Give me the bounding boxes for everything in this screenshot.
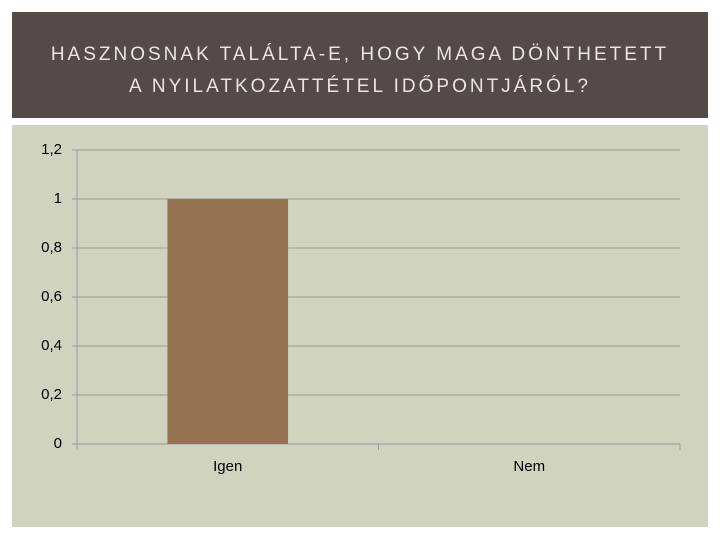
chart-title: A NYILATKOZATTÉTEL IDŐPONTJÁRÓL? <box>129 75 591 97</box>
y-tick-label: 0,6 <box>41 288 62 305</box>
x-tick-label: Nem <box>513 458 545 475</box>
y-tick-label: 1,2 <box>41 141 62 158</box>
y-tick-label: 0,8 <box>41 239 62 256</box>
y-tick-label: 0,4 <box>41 337 62 354</box>
bar <box>167 199 289 444</box>
y-tick-label: 0,2 <box>41 386 62 403</box>
chart-title: HASZNOSNAK TALÁLTA-E, HOGY MAGA DÖNTHETE… <box>51 44 669 65</box>
y-tick-label: 0 <box>54 435 62 452</box>
y-tick-label: 1 <box>54 190 62 207</box>
title-band <box>12 12 708 118</box>
chart-area <box>12 125 708 527</box>
x-tick-label: Igen <box>213 458 242 475</box>
